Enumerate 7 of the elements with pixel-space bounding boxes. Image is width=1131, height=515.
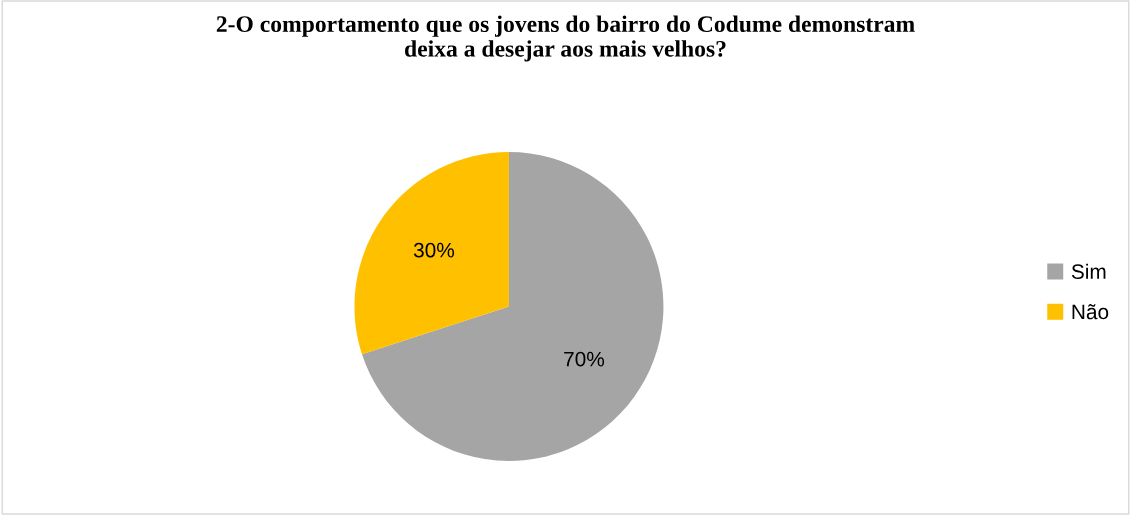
data-label: 30% — [413, 242, 455, 258]
legend-label: Sim — [1071, 263, 1106, 280]
data-label: 70% — [564, 351, 605, 367]
pie-slice — [354, 151, 509, 355]
chart-title: 2-O comportamento que os jovens do bairro do Codume demonstram deixa a desejar aos mais velhos? — [216, 15, 915, 62]
pie-slice — [362, 151, 664, 461]
legend-label: Não — [1072, 304, 1109, 320]
